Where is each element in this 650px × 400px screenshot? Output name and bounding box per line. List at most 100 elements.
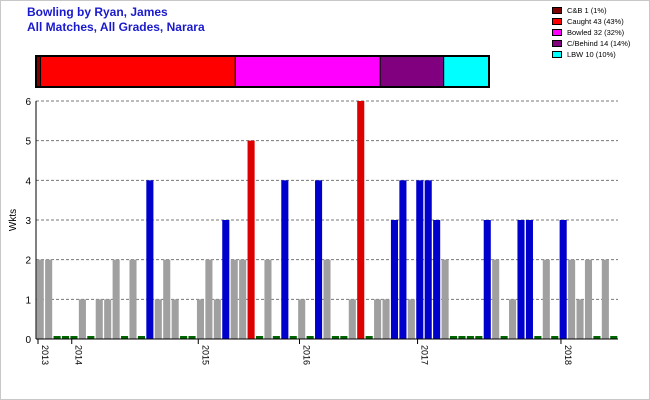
breakdown-segment-lbw [443, 55, 490, 88]
bar-match-13 [146, 180, 154, 339]
bar-match-66 [593, 336, 601, 339]
legend-label-lbw: LBW 10 (10%) [567, 50, 616, 59]
breakdown-segment-cbehind [379, 55, 445, 88]
legend-label-cnb: C&B 1 (1%) [567, 6, 607, 15]
bar-match-58 [525, 220, 533, 339]
bar-match-29 [281, 180, 289, 339]
bar-match-4 [70, 336, 78, 339]
bar-match-15 [163, 259, 171, 339]
bar-match-36 [340, 336, 348, 339]
bar-match-54 [492, 259, 500, 339]
bar-match-1 [45, 259, 53, 339]
bar-match-41 [382, 299, 390, 339]
bar-match-26 [255, 336, 264, 339]
bar-match-28 [272, 336, 280, 339]
bar-match-44 [407, 299, 415, 339]
bar-match-53 [483, 220, 491, 339]
legend-item-caught: Caught 43 (43%) [552, 16, 630, 27]
bar-match-14 [154, 299, 162, 339]
x-tick-label-2017: 2017 [420, 345, 430, 365]
bar-match-48 [441, 259, 449, 339]
bar-match-47 [433, 220, 441, 339]
bar-match-17 [180, 336, 188, 339]
legend: C&B 1 (1%) Caught 43 (43%) Bowled 32 (32… [552, 5, 630, 60]
bar-match-34 [323, 259, 331, 339]
chart-subtitle: All Matches, All Grades, Narara [27, 20, 205, 34]
bar-match-64 [576, 299, 584, 339]
bar-match-39 [365, 336, 373, 339]
bar-match-5 [78, 299, 86, 339]
bar-match-9 [112, 259, 120, 339]
bar-match-6 [87, 336, 95, 339]
bar-match-67 [601, 259, 609, 339]
legend-item-cnb: C&B 1 (1%) [552, 5, 630, 16]
x-tick-label-2013: 2013 [40, 345, 50, 365]
bar-match-7 [95, 299, 103, 339]
bar-match-60 [542, 259, 550, 339]
y-tick-label-4: 4 [25, 176, 31, 187]
legend-item-lbw: LBW 10 (10%) [552, 49, 630, 60]
bar-match-3 [61, 336, 70, 339]
legend-label-caught: Caught 43 (43%) [567, 17, 624, 26]
legend-item-cbehind: C/Behind 14 (14%) [552, 38, 630, 49]
bar-match-59 [534, 336, 542, 339]
legend-label-cbehind: C/Behind 14 (14%) [567, 39, 631, 48]
bar-match-18 [188, 336, 196, 339]
bar-match-19 [196, 299, 205, 339]
bar-match-65 [584, 259, 593, 339]
chart-title: Bowling by Ryan, James [27, 5, 168, 19]
legend-swatch-caught [552, 18, 562, 25]
bar-match-21 [213, 299, 221, 339]
bar-match-22 [222, 220, 230, 339]
bar-match-46 [424, 180, 432, 339]
bar-match-0 [36, 259, 44, 339]
bar-match-30 [289, 336, 297, 339]
y-tick-label-6: 6 [25, 97, 31, 108]
y-tick-label-0: 0 [25, 335, 31, 346]
breakdown-segment-bowled [234, 55, 381, 88]
bar-match-45 [416, 180, 424, 339]
bar-match-42 [390, 220, 399, 339]
y-axis-label: Wkts [8, 209, 19, 231]
x-tick-label-2016: 2016 [301, 345, 311, 365]
legend-swatch-bowled [552, 29, 562, 36]
y-tick-label-2: 2 [25, 256, 31, 267]
bar-match-55 [500, 336, 508, 339]
bar-match-35 [331, 336, 339, 339]
bar-match-8 [104, 299, 112, 339]
bar-match-37 [348, 299, 356, 339]
legend-swatch-lbw [552, 51, 562, 58]
bar-match-33 [315, 180, 323, 339]
bar-match-24 [239, 259, 247, 339]
x-tick-label-2018: 2018 [563, 345, 573, 365]
y-tick-label-5: 5 [25, 137, 31, 148]
bar-match-16 [171, 299, 179, 339]
breakdown-segment-caught [40, 55, 236, 88]
y-tick-label-1: 1 [25, 295, 31, 306]
x-tick-label-2015: 2015 [200, 345, 210, 365]
bar-match-56 [509, 299, 517, 339]
breakdown-strip-border [35, 55, 490, 88]
y-tick-label-3: 3 [25, 216, 31, 227]
bar-match-25 [247, 140, 255, 339]
legend-label-bowled: Bowled 32 (32%) [567, 28, 625, 37]
bar-match-12 [137, 336, 145, 339]
bar-match-27 [264, 259, 272, 339]
bar-match-61 [551, 336, 559, 339]
x-tick-label-2014: 2014 [74, 345, 84, 365]
legend-swatch-cbehind [552, 40, 562, 47]
bar-match-50 [458, 336, 466, 339]
bar-match-23 [230, 259, 238, 339]
bar-match-52 [475, 336, 483, 339]
bar-match-40 [374, 299, 382, 339]
bar-match-68 [610, 336, 618, 339]
bar-match-63 [568, 259, 576, 339]
bar-match-32 [306, 336, 314, 339]
bar-match-11 [129, 259, 137, 339]
bar-match-31 [298, 299, 306, 339]
bar-match-49 [449, 336, 458, 339]
bar-match-43 [399, 180, 407, 339]
legend-item-bowled: Bowled 32 (32%) [552, 27, 630, 38]
bar-match-62 [559, 220, 567, 339]
